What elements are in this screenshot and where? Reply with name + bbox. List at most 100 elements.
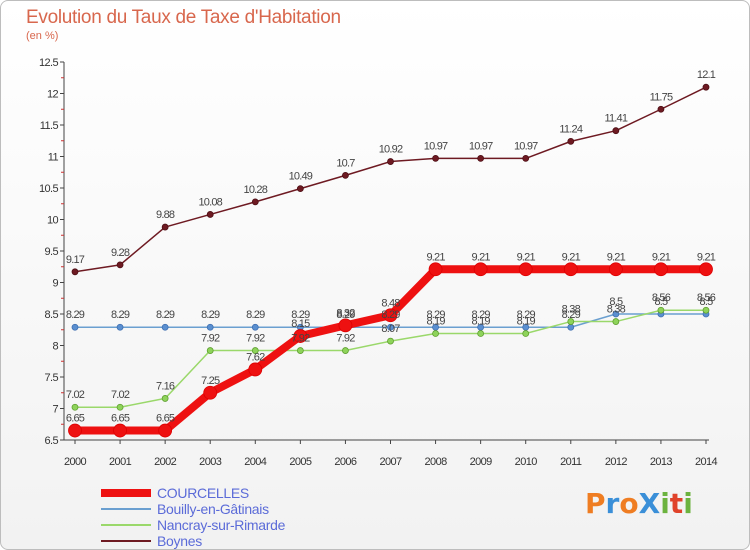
legend-swatch	[101, 508, 151, 510]
chart-title: Evolution du Taux de Taxe d'Habitation	[26, 7, 341, 28]
data-label: 8.19	[426, 316, 445, 328]
data-point	[387, 337, 394, 345]
logo-letter: P	[585, 487, 606, 520]
data-label: 10.92	[379, 144, 403, 156]
data-label: 9.28	[111, 247, 130, 259]
data-label: 8.29	[156, 309, 175, 321]
y-tick-label: 9.5	[45, 246, 59, 258]
data-label: 8.15	[291, 318, 310, 330]
data-point	[387, 158, 394, 165]
data-label: 10.08	[198, 196, 222, 208]
data-label: 10.28	[244, 184, 268, 196]
data-point	[161, 395, 169, 402]
data-point	[612, 127, 620, 135]
x-tick-label: 2006	[334, 456, 357, 468]
data-label: 11.24	[559, 123, 582, 135]
data-point	[203, 385, 218, 400]
logo-letter: X	[638, 487, 661, 520]
legend-swatch	[101, 489, 151, 497]
y-tick-label: 10.5	[39, 183, 58, 195]
data-point	[608, 262, 623, 277]
x-tick-label: 2010	[515, 456, 538, 468]
y-tick-label: 8	[52, 341, 58, 353]
data-label: 9.21	[517, 251, 536, 263]
data-label: 12.1	[697, 69, 716, 81]
data-label: 9.21	[697, 251, 716, 263]
data-point	[251, 347, 259, 354]
x-tick-label: 2003	[199, 456, 222, 468]
y-tick-label: 8.5	[45, 309, 59, 321]
data-label: 8.5	[654, 296, 668, 308]
data-point	[699, 262, 713, 277]
y-tick-label: 7.5	[45, 372, 59, 384]
data-point	[296, 185, 304, 193]
x-tick-label: 2013	[650, 456, 673, 468]
data-point	[432, 330, 439, 337]
data-label: 10.97	[469, 140, 493, 152]
data-point	[342, 171, 349, 179]
data-label: 11.75	[650, 91, 673, 103]
x-tick-label: 2008	[425, 456, 448, 468]
series-line-courcelles	[75, 265, 706, 435]
data-point	[477, 330, 485, 337]
data-label: 8.29	[381, 309, 400, 321]
data-label: 9.21	[607, 251, 626, 263]
data-point	[702, 83, 710, 91]
data-point	[68, 423, 82, 438]
x-tick-label: 2014	[695, 456, 718, 468]
data-point	[473, 262, 488, 277]
data-label: 8.29	[562, 309, 581, 321]
x-tick-label: 2009	[470, 456, 493, 468]
legend-label: Bouilly-en-Gâtinais	[157, 501, 269, 517]
data-label: 8.29	[66, 309, 85, 321]
data-label: 8.56	[697, 292, 716, 304]
data-point	[702, 306, 710, 314]
data-label: 8.5	[609, 296, 623, 308]
data-label: 8.07	[381, 323, 400, 335]
logo-letter: i	[683, 487, 693, 520]
data-label: 9.21	[652, 251, 671, 263]
data-point	[116, 403, 124, 411]
x-tick-label: 2001	[109, 456, 132, 468]
proxiti-logo: ProXiti	[585, 487, 693, 520]
logo-letter: r	[605, 487, 620, 520]
data-label: 7.92	[246, 333, 265, 345]
legend-label: Boynes	[157, 533, 202, 549]
data-point	[71, 323, 79, 331]
data-point	[477, 154, 485, 162]
data-label: 10.49	[289, 171, 313, 183]
logo-letter: t	[669, 487, 684, 520]
chart-unit: (en %)	[26, 30, 59, 42]
data-point	[567, 323, 575, 331]
data-label: 9.21	[562, 251, 581, 263]
data-label: 7.02	[111, 389, 130, 401]
data-point	[342, 347, 349, 354]
data-point	[206, 347, 214, 354]
legend-swatch	[101, 540, 151, 542]
data-point	[387, 323, 394, 331]
data-label: 7.16	[156, 380, 175, 392]
data-label: 7.62	[246, 351, 265, 363]
data-point	[338, 318, 353, 333]
data-point	[383, 308, 398, 323]
data-point	[116, 261, 124, 269]
y-tick-label: 10	[47, 215, 59, 227]
data-point	[567, 137, 575, 145]
data-label: 7.02	[66, 389, 85, 401]
y-tick-label: 7	[52, 404, 58, 416]
data-label: 8.29	[246, 309, 265, 321]
data-label: 8.48	[381, 297, 400, 309]
data-label: 10.97	[424, 140, 448, 152]
y-tick-label: 12.5	[39, 57, 58, 69]
x-tick-label: 2007	[379, 456, 402, 468]
data-label: 7.92	[291, 333, 310, 345]
data-point	[522, 330, 530, 337]
data-label: 6.65	[66, 413, 85, 425]
data-point	[71, 268, 79, 276]
y-tick-label: 11.5	[40, 120, 59, 132]
data-point	[296, 347, 304, 354]
data-point	[657, 105, 665, 113]
data-point	[71, 403, 79, 411]
